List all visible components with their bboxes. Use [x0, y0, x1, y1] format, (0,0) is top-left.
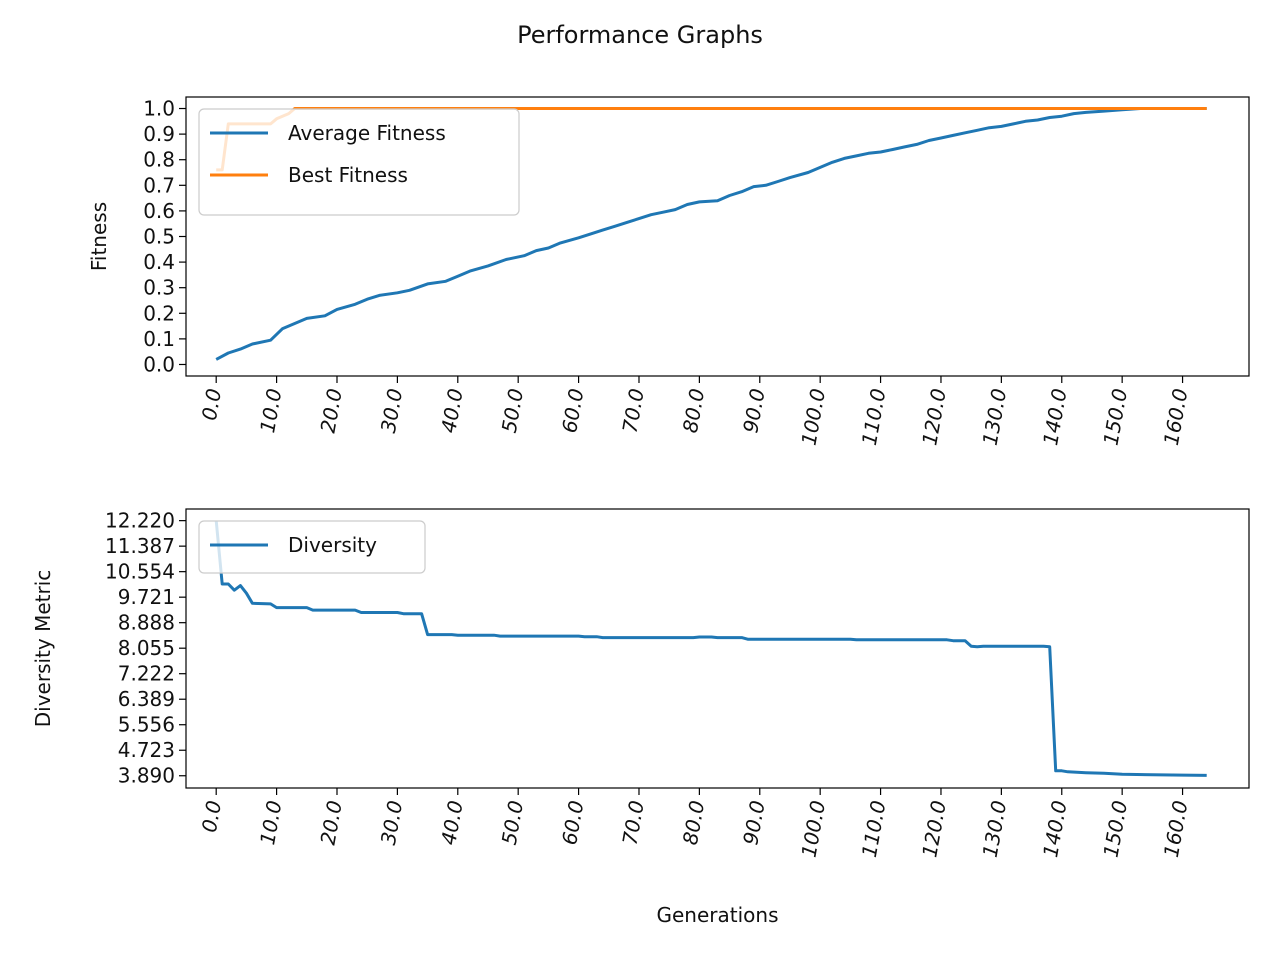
series-line-diversity	[214, 520, 1207, 777]
x-tick-label: 130.0	[978, 799, 1012, 860]
x-tick-label: 40.0	[436, 387, 467, 435]
y-tick-label: 0.6	[143, 199, 175, 223]
x-tick-label: 110.0	[857, 799, 891, 860]
y-tick-label: 12.220	[105, 509, 175, 533]
x-tick-label: 140.0	[1038, 799, 1072, 860]
x-tick-label: 20.0	[316, 799, 347, 847]
y-tick-label: 9.721	[118, 585, 175, 609]
y-tick-label: 8.055	[118, 636, 175, 660]
x-tick-label: 100.0	[797, 799, 831, 860]
fitness-chart: 0.00.10.20.30.40.50.60.70.80.91.00.0 10.0…	[87, 96, 1250, 448]
x-tick-label: 140.0	[1038, 387, 1072, 448]
y-tick-label: 0.3	[143, 276, 175, 300]
x-tick-label: 30.0	[376, 799, 407, 847]
y-tick-label: 0.5	[143, 225, 175, 249]
y-tick-label: 11.387	[105, 534, 175, 558]
x-tick-label: 120.0	[917, 387, 951, 448]
x-tick-label: 10.0	[255, 387, 286, 435]
x-tick-label: 40.0	[436, 799, 467, 847]
y-tick-label: 0.9	[143, 122, 175, 146]
x-tick-label: 90.0	[738, 387, 769, 435]
x-tick-label: 10.0	[255, 799, 286, 847]
x-tick-label: 0.0	[197, 387, 226, 422]
x-axis-label: Generations	[657, 903, 779, 927]
y-axis-label: Fitness	[87, 202, 111, 271]
y-tick-label: 0.8	[143, 148, 175, 172]
y-tick-label: 6.389	[118, 687, 175, 711]
y-tick-label: 7.222	[118, 662, 175, 686]
x-tick-label: 100.0	[797, 387, 831, 448]
x-tick-label: 70.0	[618, 387, 649, 435]
figure-title: Performance Graphs	[517, 21, 763, 49]
x-tick-label: 80.0	[678, 799, 709, 847]
y-tick-label: 0.7	[143, 173, 175, 197]
y-tick-label: 5.556	[118, 713, 175, 737]
x-tick-label: 50.0	[497, 387, 528, 435]
series-line-average-fitness	[215, 107, 1207, 361]
legend: Average Fitness Best Fitness	[198, 108, 520, 216]
x-tick-label: 150.0	[1099, 387, 1133, 448]
x-tick-label: 80.0	[678, 387, 709, 435]
x-tick-label: 160.0	[1159, 799, 1193, 860]
legend-box	[198, 520, 426, 574]
x-tick-label: 120.0	[917, 799, 951, 860]
x-tick-label: 70.0	[618, 799, 649, 847]
x-tick-label: 130.0	[978, 387, 1012, 448]
x-tick-label: 160.0	[1159, 387, 1193, 448]
y-tick-label: 0.0	[143, 352, 175, 376]
diversity-chart: 3.8904.7235.5566.3897.2228.0558.8889.721…	[31, 508, 1250, 927]
legend-entry: Diversity	[288, 533, 377, 557]
y-tick-label: 10.554	[105, 560, 175, 584]
x-tick-label: 60.0	[557, 387, 588, 435]
x-tick-label: 60.0	[557, 799, 588, 847]
y-tick-label: 0.4	[143, 250, 175, 274]
legend-entry: Average Fitness	[288, 121, 446, 145]
y-tick-label: 0.2	[143, 301, 175, 325]
x-tick-label: 90.0	[738, 799, 769, 847]
y-tick-label: 4.723	[118, 738, 175, 762]
x-tick-label: 30.0	[376, 387, 407, 435]
x-tick-label: 0.0	[197, 799, 226, 834]
y-tick-label: 1.0	[143, 97, 175, 121]
x-tick-label: 150.0	[1099, 799, 1133, 860]
x-tick-label: 110.0	[857, 387, 891, 448]
legend: Diversity	[198, 520, 426, 574]
y-tick-label: 0.1	[143, 327, 175, 351]
legend-entry: Best Fitness	[288, 163, 408, 187]
legend-box	[198, 108, 520, 216]
x-tick-label: 20.0	[316, 387, 347, 435]
x-tick-label: 50.0	[497, 799, 528, 847]
y-tick-label: 3.890	[118, 764, 175, 788]
y-tick-label: 8.888	[118, 611, 175, 635]
y-axis-label: Diversity Metric	[31, 570, 55, 728]
